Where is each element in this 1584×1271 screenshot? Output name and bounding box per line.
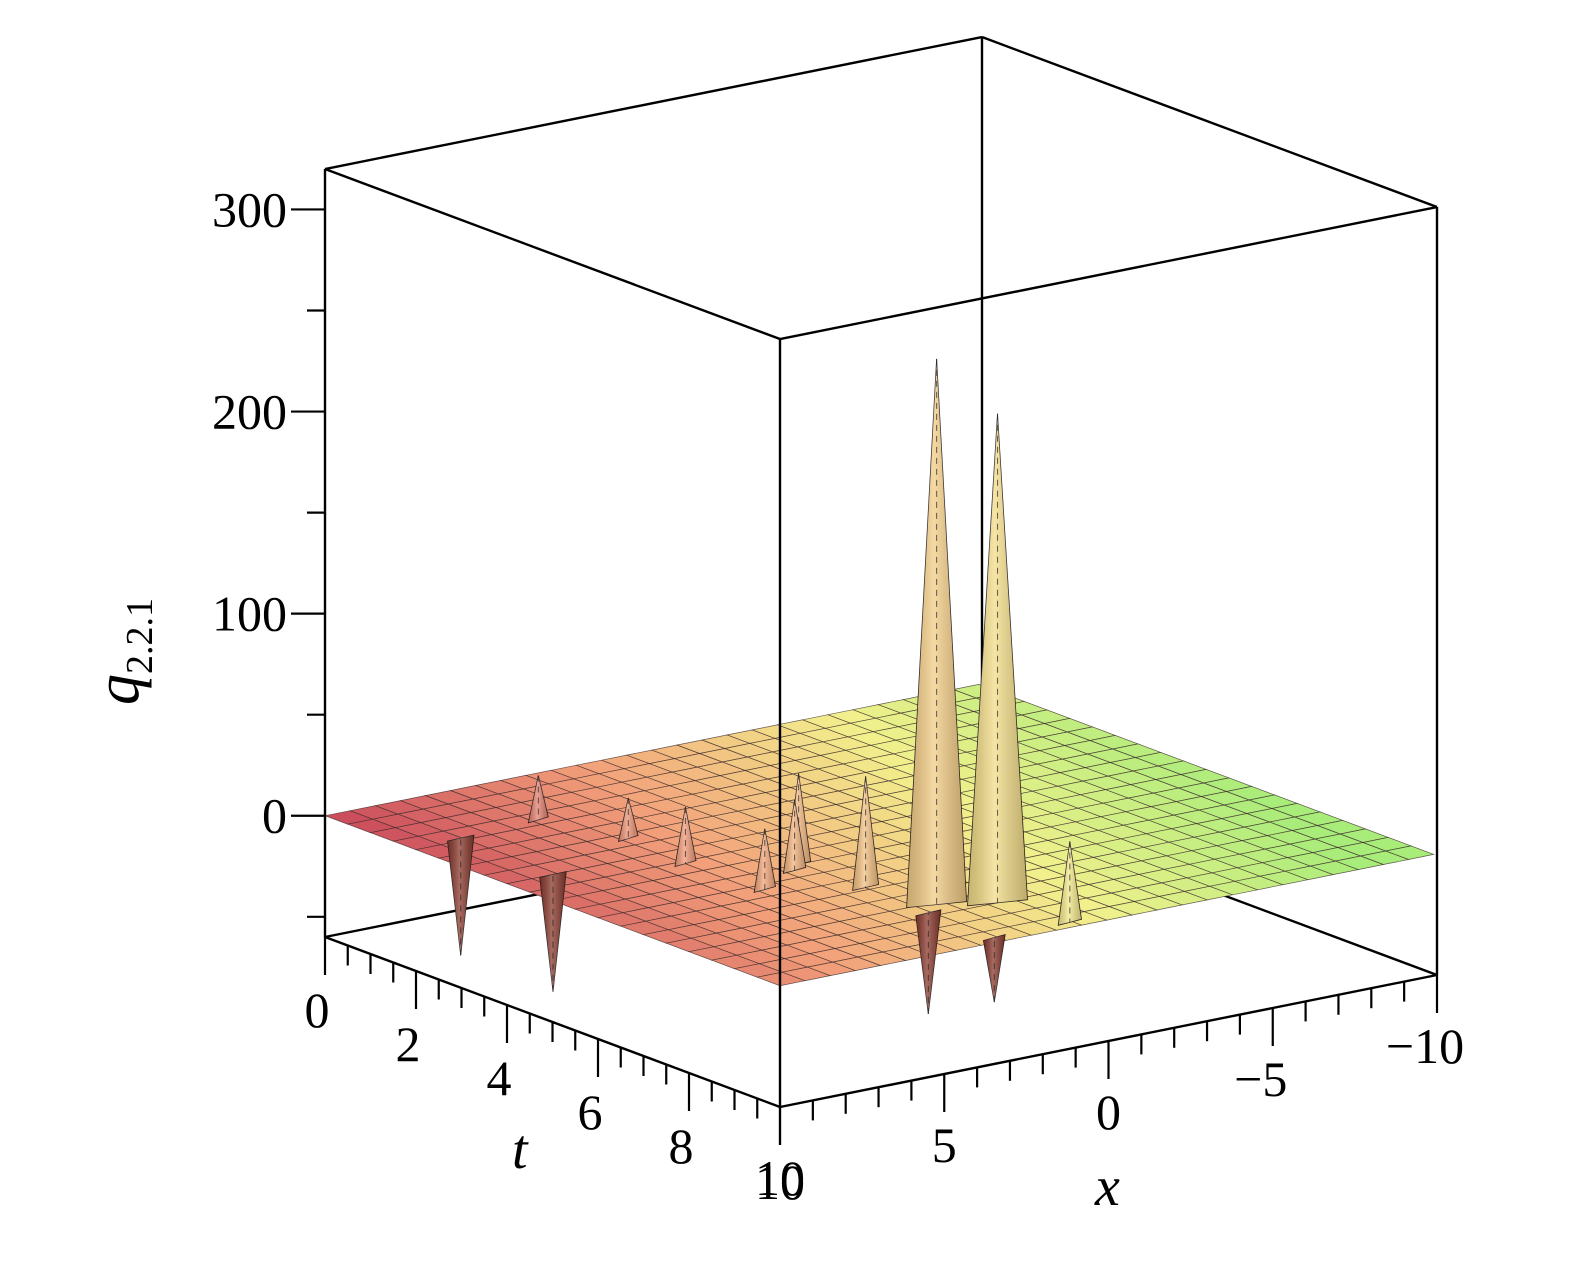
t-tick-label: 8 (669, 1118, 694, 1174)
t-axis-label: t (512, 1119, 529, 1181)
surface-peaks (447, 358, 1082, 1014)
bounding-box-front (323, 167, 1438, 1109)
t-tick-label: 10 (755, 1154, 805, 1210)
surface-cell (1384, 845, 1435, 860)
box-edge-back-top-x (324, 35, 983, 171)
t-tick-label: 2 (396, 1016, 421, 1072)
surface-peak (782, 799, 807, 874)
surface-trough (447, 834, 475, 956)
t-tick-label: 6 (578, 1084, 603, 1140)
surface-trough (539, 870, 567, 992)
box-edge-top-front-x (779, 205, 1438, 341)
z-tick-label: 0 (262, 788, 287, 844)
x-tick-label: −5 (1234, 1051, 1287, 1107)
z-axis-label: q2.2.1 (84, 598, 161, 705)
surface-peak (617, 797, 639, 843)
axis-ticks (291, 208, 1439, 1145)
surface-peak (906, 358, 968, 909)
z-axis-label-base: q (84, 674, 152, 705)
z-axis-label-subscript: 2.2.1 (119, 598, 161, 674)
t-tick-label: 4 (487, 1050, 512, 1106)
surface-peak (527, 775, 549, 824)
x-axis-label: x (1094, 1156, 1120, 1218)
surface-peak (674, 806, 697, 868)
z-tick-label: 300 (212, 181, 287, 237)
surface-mesh (323, 684, 1435, 987)
x-tick-label: −10 (1386, 1018, 1464, 1074)
surface-trough (915, 909, 942, 1014)
box-edge-top-front-t (324, 167, 781, 341)
x-tick-label: 5 (932, 1117, 957, 1173)
box-edge-back-top-t (981, 35, 1438, 209)
surface-peak (967, 413, 1028, 907)
t-tick-label: 0 (305, 982, 330, 1038)
z-tick-label: 100 (212, 586, 287, 642)
surface-peak (852, 776, 880, 892)
x-tick-label: 10 (755, 1150, 805, 1206)
surface-peak (1057, 841, 1082, 926)
z-tick-label: 200 (212, 384, 287, 440)
x-tick-label: 0 (1096, 1084, 1121, 1140)
surface-trough (982, 933, 1006, 1003)
surface-peak (753, 828, 776, 894)
